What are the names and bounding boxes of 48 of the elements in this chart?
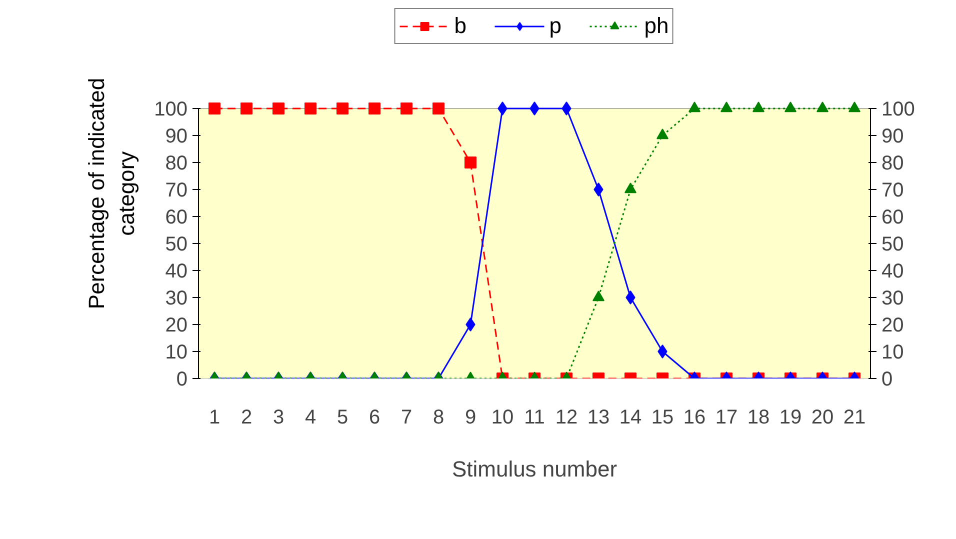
legend-label: b [454, 13, 468, 39]
x-tick-label: 18 [747, 406, 770, 428]
x-tick-label: 16 [683, 406, 706, 428]
x-tick-label: 15 [651, 406, 674, 428]
x-tick-label: 13 [587, 406, 610, 428]
x-tick-label: 17 [715, 406, 738, 428]
legend-label: ph [644, 13, 669, 39]
y-tick-label: 40 [165, 260, 188, 282]
x-tick-label: 8 [432, 406, 444, 428]
y2-tick-label: 50 [882, 234, 904, 256]
x-tick-label: 12 [555, 406, 578, 428]
x-tick-label: 7 [400, 406, 412, 428]
x-tick-label: 9 [464, 406, 476, 428]
y2-tick-label: 40 [882, 260, 904, 282]
y-tick-label: 80 [165, 152, 188, 174]
x-tick-label: 3 [272, 406, 284, 428]
y-tick-label: 30 [165, 288, 188, 310]
y2-tick-label: 60 [882, 206, 904, 228]
y2-tick-label: 20 [882, 314, 904, 336]
x-tick-label: 19 [779, 406, 802, 428]
x-tick-label: 14 [619, 406, 642, 428]
y-tick-label: 100 [154, 98, 188, 120]
x-tick-label: 11 [524, 406, 545, 428]
y-tick-label: 10 [165, 342, 188, 364]
x-tick-label: 21 [843, 406, 866, 428]
y2-tick-label: 70 [882, 180, 904, 202]
x-tick-label: 2 [240, 406, 252, 428]
x-tick-label: 4 [304, 406, 316, 428]
y2-tick-label: 80 [882, 152, 904, 174]
x-tick-label: 5 [336, 406, 348, 428]
x-tick-label: 10 [491, 406, 514, 428]
y-tick-label: 60 [165, 206, 188, 228]
y-tick-label: 0 [176, 368, 188, 390]
y2-tick-label: 90 [882, 126, 904, 148]
x-tick-label: 6 [368, 406, 380, 428]
y2-tick-label: 10 [882, 342, 904, 364]
y-axis-title: Percentage of indicated category [84, 78, 140, 310]
y-tick-label: 90 [165, 126, 188, 148]
y-tick-label: 70 [165, 180, 188, 202]
y2-tick-label: 30 [882, 288, 904, 310]
x-tick-label: 20 [811, 406, 834, 428]
x-axis-title: Stimulus number [452, 456, 618, 482]
y2-tick-label: 100 [882, 98, 915, 120]
x-tick-label: 1 [208, 406, 220, 428]
y-tick-label: 50 [165, 234, 188, 256]
y-tick-label: 20 [165, 314, 188, 336]
legend-label: p [549, 13, 562, 39]
y2-tick-label: 0 [882, 368, 893, 390]
